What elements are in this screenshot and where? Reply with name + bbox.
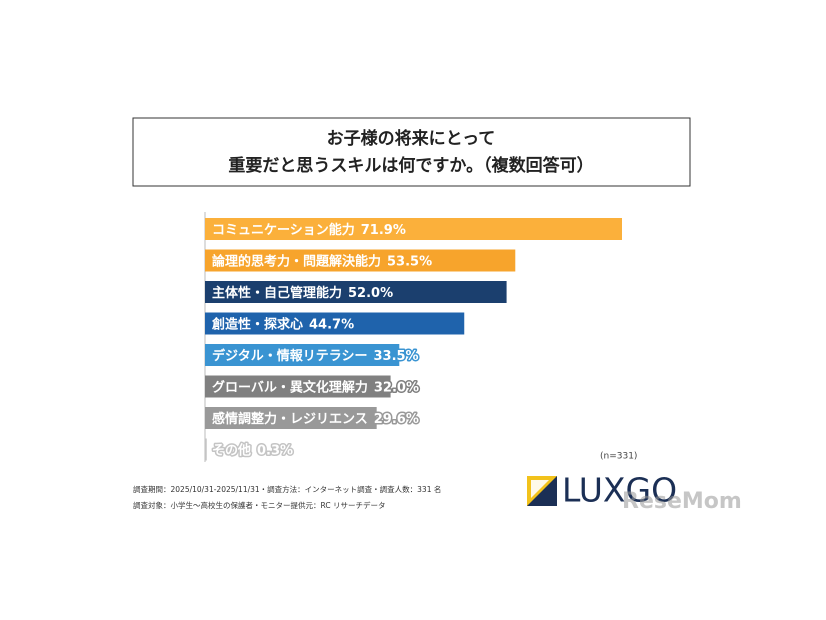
category-label: 論理的思考力・問題解決能力	[212, 253, 381, 269]
logo-icon	[527, 476, 557, 506]
bar-label: デジタル・情報リテラシー 33.5%	[212, 348, 419, 364]
value-label: 32.0%	[374, 380, 419, 395]
value-label: 44.7%	[309, 317, 354, 332]
category-label: その他	[212, 442, 251, 458]
bar	[205, 438, 207, 461]
value-label: 0.3%	[257, 443, 293, 458]
value-label: 29.6%	[374, 412, 419, 427]
bar-label: 論理的思考力・問題解決能力 53.5%	[212, 253, 432, 269]
bar-label: その他 0.3%	[212, 442, 293, 458]
bar	[205, 218, 622, 240]
category-label: 創造性・探求心	[211, 316, 303, 332]
category-label: 主体性・自己管理能力	[212, 285, 342, 301]
category-label: グローバル・異文化理解力	[212, 379, 368, 395]
bar	[205, 312, 465, 335]
bar-label: 創造性・探求心 44.7%	[211, 316, 354, 332]
sample-size: (n=331)	[600, 452, 637, 462]
title-box	[132, 117, 691, 187]
bar-label: 感情調整力・レジリエンス 29.6%	[212, 411, 419, 427]
bar-label: コミュニケーション能力 71.9%	[212, 222, 406, 238]
bar	[205, 249, 516, 272]
bar	[205, 407, 377, 429]
category-label: デジタル・情報リテラシー	[212, 348, 367, 364]
value-label: 33.5%	[373, 349, 418, 364]
bar	[205, 281, 507, 303]
chart-title: 重要だと思うスキルは何ですか。（複数回答可）	[228, 155, 593, 176]
bar	[205, 344, 400, 366]
value-label: 53.5%	[387, 254, 432, 269]
footnote: 調査期間：2025/10/31-2025/11/31・調査方法：インターネット調…	[133, 484, 441, 494]
bar-label: 主体性・自己管理能力 52.0%	[212, 285, 393, 301]
bar	[205, 375, 391, 398]
chart-title: お子様の将来にとって	[327, 128, 496, 149]
category-label: 感情調整力・レジリエンス	[212, 411, 368, 427]
logo: LUXGO	[562, 471, 677, 510]
bar-label: グローバル・異文化理解力 32.0%	[212, 379, 419, 395]
category-label: コミュニケーション能力	[212, 222, 355, 238]
watermark: ReseMom	[622, 489, 742, 514]
value-label: 52.0%	[348, 286, 393, 301]
footnote: 調査対象：小学生～高校生の保護者・モニター提供元：RC リサーチデータ	[133, 500, 385, 510]
value-label: 71.9%	[361, 223, 406, 238]
